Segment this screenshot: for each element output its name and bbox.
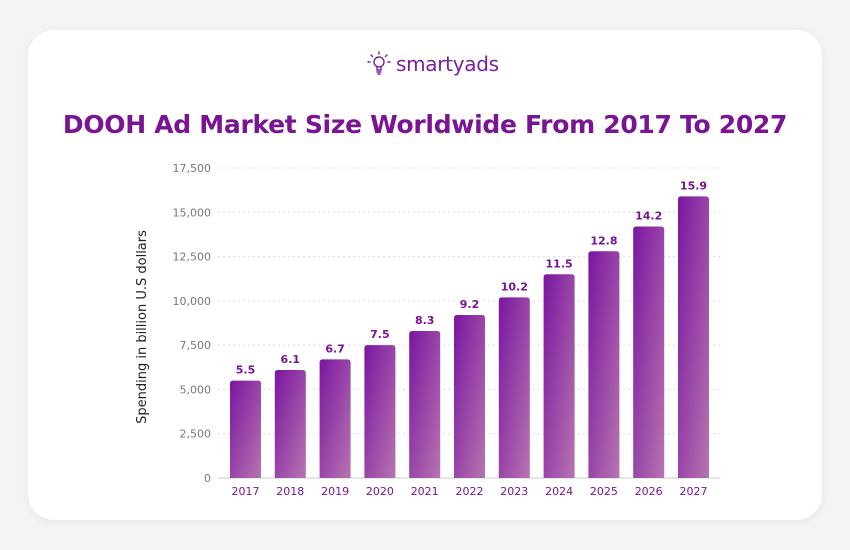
data-label: 8.3 <box>415 314 435 327</box>
y-tick-label: 10,000 <box>173 295 212 308</box>
data-label: 10.2 <box>501 280 528 293</box>
bar-2017 <box>230 380 261 478</box>
data-label: 14.2 <box>635 209 662 222</box>
x-tick-label: 2020 <box>366 485 394 498</box>
x-tick-label: 2019 <box>321 485 349 498</box>
y-tick-label: 2,500 <box>180 428 212 441</box>
brand-name: smartyads <box>396 52 499 76</box>
x-tick-label: 2023 <box>500 485 528 498</box>
x-tick-label: 2022 <box>456 485 484 498</box>
data-label: 6.7 <box>325 342 345 355</box>
brand-logo: smartyads <box>366 50 499 78</box>
bar-2019 <box>319 359 351 478</box>
bar-2026 <box>633 226 665 478</box>
x-tick-label: 2018 <box>276 485 304 498</box>
data-label: 15.9 <box>680 179 707 192</box>
y-tick-label: 0 <box>204 472 211 485</box>
bar-2023 <box>498 297 530 478</box>
bar-2024 <box>543 274 575 478</box>
data-label: 11.5 <box>546 257 573 270</box>
lightbulb-icon <box>367 51 391 75</box>
data-label: 7.5 <box>370 328 390 341</box>
x-tick-label: 2026 <box>635 485 663 498</box>
bar-2022 <box>454 315 485 478</box>
data-label: 6.1 <box>281 353 301 366</box>
y-tick-label: 5,000 <box>180 383 212 396</box>
bar-2027 <box>678 196 709 479</box>
chart-title: DOOH Ad Market Size Worldwide From 2017 … <box>62 110 788 139</box>
y-tick-label: 12,500 <box>173 251 212 264</box>
x-tick-label: 2024 <box>545 485 573 498</box>
x-tick-label: 2017 <box>232 485 260 498</box>
x-tick-label: 2027 <box>680 485 708 498</box>
y-tick-label: 7,500 <box>180 339 212 352</box>
y-tick-label: 17,500 <box>173 162 212 175</box>
data-label: 5.5 <box>236 364 256 377</box>
y-tick-label: 15,000 <box>173 206 212 219</box>
bar-2025 <box>588 251 620 478</box>
x-tick-label: 2021 <box>411 485 439 498</box>
bar-2021 <box>409 330 441 478</box>
data-label: 12.8 <box>590 234 617 247</box>
y-axis-label: Spending in billion U.S dollars <box>135 230 150 424</box>
data-label: 9.2 <box>460 298 480 311</box>
bar-2018 <box>274 369 306 478</box>
x-tick-label: 2025 <box>590 485 618 498</box>
bar-2020 <box>364 345 396 478</box>
